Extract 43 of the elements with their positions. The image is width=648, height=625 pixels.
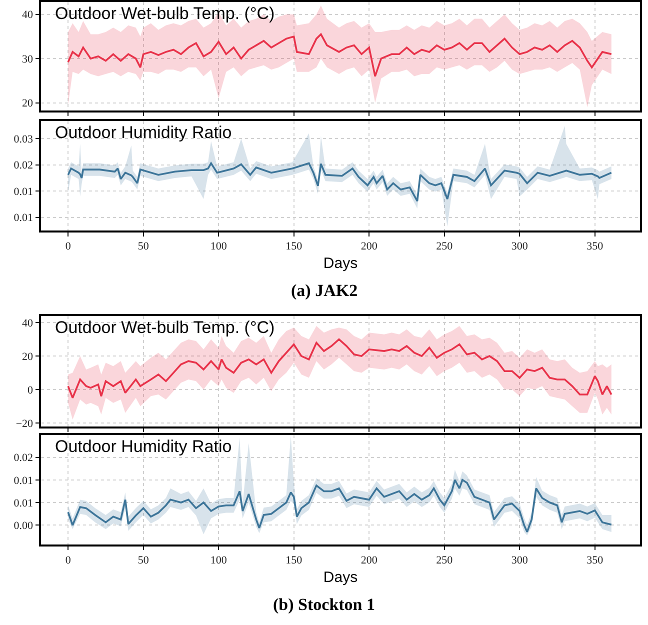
y-tick-label: 40 (22, 318, 34, 330)
x-tick-label: 100 (210, 240, 228, 252)
text: (b) Stockton 1 (273, 595, 376, 614)
text: (a) JAK2 (291, 281, 358, 300)
x-tick-label: 250 (436, 554, 454, 566)
y-tick-label: 0.02 (14, 452, 34, 464)
y-tick-label: 0.02 (14, 160, 34, 172)
line-series (67, 33, 612, 78)
chart-title: Outdoor Humidity Ratio (55, 123, 232, 142)
y-tick-label: −20 (16, 418, 34, 430)
y-tick-label: 0.01 (14, 497, 34, 510)
chart-title: Outdoor Wet-bulb Temp. (°C) (55, 4, 275, 23)
line-series (67, 162, 612, 202)
x-tick-label: 100 (210, 554, 228, 566)
y-tick-label: 0.00 (14, 520, 34, 532)
x-tick-label: 350 (586, 554, 604, 566)
x-tick-label: 300 (511, 554, 528, 566)
x-tick-label: 200 (360, 554, 378, 566)
line-series (67, 338, 612, 399)
x-axis-title: Days (323, 254, 358, 272)
chart-title: Outdoor Humidity Ratio (55, 437, 232, 456)
y-tick-label: 40 (22, 9, 34, 22)
x-tick-label: 350 (586, 240, 604, 252)
x-tick-label: 0 (65, 554, 72, 566)
y-tick-label: 20 (22, 98, 34, 110)
y-tick-label: 0.01 (14, 186, 34, 198)
y-tick-label: 0.01 (14, 212, 34, 224)
x-tick-label: 50 (138, 240, 150, 252)
y-tick-label: 20 (22, 350, 34, 363)
x-tick-label: 0 (65, 240, 72, 252)
y-tick-label: 0.01 (14, 474, 34, 487)
x-tick-label: 150 (286, 240, 303, 252)
x-axis-title: Days (323, 568, 358, 586)
x-tick-label: 50 (138, 554, 150, 566)
y-tick-label: 0.03 (14, 133, 34, 146)
y-tick-label: 0 (28, 384, 34, 396)
y-tick-label: 30 (22, 53, 34, 66)
x-tick-label: 150 (286, 554, 303, 566)
chart-title: Outdoor Wet-bulb Temp. (°C) (55, 318, 275, 337)
x-tick-label: 200 (360, 240, 378, 252)
x-tick-label: 300 (511, 240, 528, 252)
x-tick-label: 250 (436, 240, 454, 252)
line-series (67, 478, 612, 533)
